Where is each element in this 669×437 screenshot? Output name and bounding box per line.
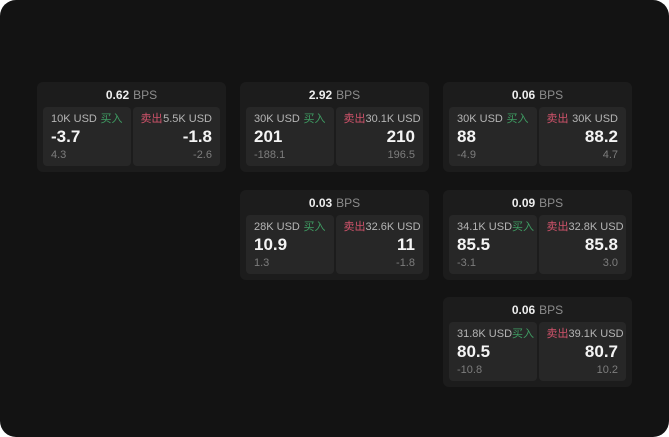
- card-header: 0.62 BPS: [37, 82, 226, 107]
- buy-sub-value: 1.3: [254, 257, 270, 269]
- sell-label: 卖出: [546, 113, 569, 125]
- sell-label: 卖出: [140, 113, 163, 125]
- buy-sub-value: -188.1: [254, 149, 286, 161]
- sell-amount: 32.8K USD: [568, 221, 624, 233]
- buy-panel[interactable]: 30K USD 买入 88 -4.9: [449, 107, 537, 166]
- buy-amount: 31.8K USD: [457, 328, 513, 340]
- bps-value: 0.03: [308, 195, 333, 210]
- buy-panel[interactable]: 28K USD 买入 10.9 1.3: [246, 215, 334, 274]
- buy-label: 买入: [303, 113, 326, 125]
- sell-sub-value: -1.8: [396, 257, 415, 269]
- sell-panel[interactable]: 卖出 30.1K USD 210 196.5: [335, 107, 423, 166]
- price-panels: 10K USD 买入 -3.7 4.3 卖出 5.5K USD -1.8 -2.…: [37, 107, 226, 166]
- sell-price: 210: [386, 127, 415, 146]
- buy-amount: 34.1K USD: [457, 221, 513, 233]
- sell-panel[interactable]: 卖出 32.6K USD 11 -1.8: [335, 215, 423, 274]
- sell-price: 88.2: [584, 127, 618, 146]
- bps-value: 0.62: [105, 87, 130, 102]
- price-panels: 30K USD 买入 201 -188.1 卖出 30.1K USD 210 1…: [240, 107, 429, 166]
- sell-price: 11: [397, 235, 415, 254]
- sell-amount: 30.1K USD: [365, 113, 421, 125]
- sell-amount: 30K USD: [572, 113, 618, 125]
- buy-label: 买入: [506, 113, 529, 125]
- price-panels: 28K USD 买入 10.9 1.3 卖出 32.6K USD 11 -1.8: [240, 215, 429, 274]
- bps-value: 2.92: [308, 87, 333, 102]
- buy-panel[interactable]: 34.1K USD 买入 85.5 -3.1: [449, 215, 537, 274]
- sell-sub-value: 196.5: [387, 149, 415, 161]
- buy-label: 买入: [100, 113, 123, 125]
- price-panels: 31.8K USD 买入 80.5 -10.8 卖出 39.1K USD 80.…: [443, 322, 632, 381]
- sell-label: 卖出: [343, 221, 366, 233]
- quote-card: 0.06 BPS 30K USD 买入 88 -4.9 卖出 30K USD 8…: [443, 82, 632, 172]
- buy-panel[interactable]: 31.8K USD 买入 80.5 -10.8: [449, 322, 537, 381]
- quote-card: 2.92 BPS 30K USD 买入 201 -188.1 卖出 30.1K …: [240, 82, 429, 172]
- bps-unit: BPS: [539, 87, 564, 102]
- buy-sub-value: 4.3: [51, 149, 67, 161]
- card-header: 0.09 BPS: [443, 190, 632, 215]
- sell-sub-value: 4.7: [602, 149, 618, 161]
- sell-amount: 5.5K USD: [163, 113, 212, 125]
- sell-label: 卖出: [343, 113, 366, 125]
- sell-sub-value: 3.0: [602, 257, 618, 269]
- bps-unit: BPS: [539, 195, 564, 210]
- bps-value: 0.06: [511, 302, 536, 317]
- buy-price: -3.7: [51, 127, 81, 146]
- sell-price: 85.8: [584, 235, 618, 254]
- buy-label: 买入: [512, 221, 535, 233]
- buy-sub-value: -10.8: [457, 364, 483, 376]
- card-header: 0.06 BPS: [443, 82, 632, 107]
- sell-panel[interactable]: 卖出 5.5K USD -1.8 -2.6: [132, 107, 220, 166]
- bps-unit: BPS: [336, 87, 361, 102]
- buy-price: 201: [254, 127, 283, 146]
- sell-price: 80.7: [584, 342, 618, 361]
- buy-price: 10.9: [254, 235, 288, 254]
- buy-price: 88: [457, 127, 476, 146]
- bps-unit: BPS: [336, 195, 361, 210]
- buy-panel[interactable]: 10K USD 买入 -3.7 4.3: [43, 107, 131, 166]
- buy-price: 85.5: [457, 235, 491, 254]
- quote-card: 0.06 BPS 31.8K USD 买入 80.5 -10.8 卖出 39.1…: [443, 297, 632, 387]
- bps-unit: BPS: [539, 302, 564, 317]
- bps-unit: BPS: [133, 87, 158, 102]
- buy-amount: 30K USD: [457, 113, 503, 125]
- buy-label: 买入: [512, 328, 535, 340]
- buy-amount: 28K USD: [254, 221, 300, 233]
- sell-amount: 39.1K USD: [568, 328, 624, 340]
- sell-label: 卖出: [546, 328, 569, 340]
- quote-card: 0.09 BPS 34.1K USD 买入 85.5 -3.1 卖出 32.8K…: [443, 190, 632, 280]
- buy-price: 80.5: [457, 342, 491, 361]
- price-panels: 30K USD 买入 88 -4.9 卖出 30K USD 88.2 4.7: [443, 107, 632, 166]
- quote-card: 0.03 BPS 28K USD 买入 10.9 1.3 卖出 32.6K US…: [240, 190, 429, 280]
- sell-amount: 32.6K USD: [365, 221, 421, 233]
- buy-sub-value: -3.1: [457, 257, 476, 269]
- quote-card: 0.62 BPS 10K USD 买入 -3.7 4.3 卖出 5.5K USD…: [37, 82, 226, 172]
- sell-sub-value: 10.2: [596, 364, 618, 376]
- sell-panel[interactable]: 卖出 30K USD 88.2 4.7: [538, 107, 626, 166]
- card-header: 0.03 BPS: [240, 190, 429, 215]
- buy-sub-value: -4.9: [457, 149, 476, 161]
- sell-panel[interactable]: 卖出 32.8K USD 85.8 3.0: [538, 215, 626, 274]
- buy-amount: 10K USD: [51, 113, 97, 125]
- sell-label: 卖出: [546, 221, 569, 233]
- sell-panel[interactable]: 卖出 39.1K USD 80.7 10.2: [538, 322, 626, 381]
- buy-amount: 30K USD: [254, 113, 300, 125]
- card-header: 0.06 BPS: [443, 297, 632, 322]
- bps-value: 0.09: [511, 195, 536, 210]
- buy-label: 买入: [303, 221, 326, 233]
- bps-value: 0.06: [511, 87, 536, 102]
- card-header: 2.92 BPS: [240, 82, 429, 107]
- buy-panel[interactable]: 30K USD 买入 201 -188.1: [246, 107, 334, 166]
- sell-sub-value: -2.6: [193, 149, 212, 161]
- price-panels: 34.1K USD 买入 85.5 -3.1 卖出 32.8K USD 85.8…: [443, 215, 632, 274]
- sell-price: -1.8: [182, 127, 212, 146]
